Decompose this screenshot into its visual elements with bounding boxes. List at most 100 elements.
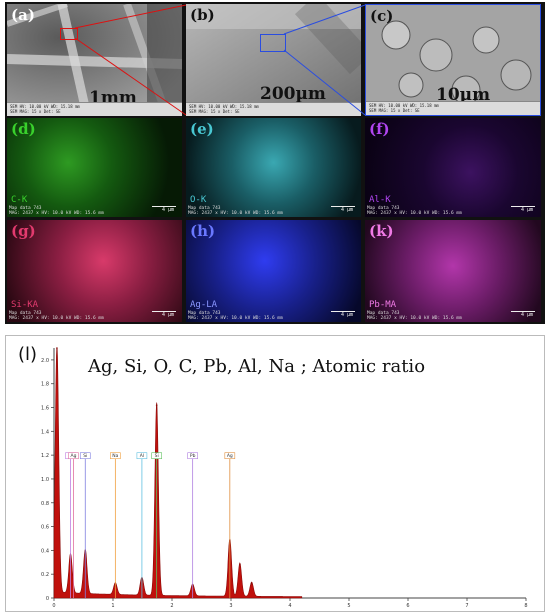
panel-f-element-tag: Al-K (369, 195, 391, 205)
micrograph-figure-grid: (a) 1mm SEM HV: 10.00 kV WD: 15.18 mm SE… (5, 2, 545, 324)
y-tick-label-7: 1.4 (41, 429, 49, 435)
x-tick-label-0: 0 (52, 603, 55, 609)
panel-g-footer-line2: MAG: 2437 x HV: 10.0 kV WD: 15.6 mm (9, 316, 104, 321)
panel-c-info-line2: SEM MAG: 15 x Det: SE (369, 108, 420, 113)
spectrum-title: Ag, Si, O, C, Pb, Al, Na ; Atomic ratio (88, 356, 426, 377)
panel-k-footer-line2: MAG: 2437 x HV: 10.0 kV WD: 15.6 mm (367, 316, 462, 321)
panel-b-sem-image: (b) 200µm SEM HV: 10.00 kV WD: 15.18 mm … (186, 4, 361, 116)
panel-k-map-lead: (k) Pb-MA Map data 743 MAG: 2437 x HV: 1… (365, 220, 541, 322)
panel-g-label: (g) (11, 222, 36, 240)
eds-spectrum-chart: 0 0.2 0.4 0.6 0.8 1.0 1.2 1.4 1.6 1.8 2.0 0 1 2 3 4 5 6 7 8… (41, 347, 528, 609)
panel-h-label: (h) (190, 222, 216, 240)
y-tick-label-9: 1.8 (41, 382, 49, 388)
panel-g-footer: Map data 743 MAG: 2437 x HV: 10.0 kV WD:… (9, 311, 104, 321)
y-tick-label-10: 2.0 (41, 358, 49, 364)
panel-e-label: (e) (190, 120, 214, 138)
marker-tag-ag-1: Ag (71, 453, 77, 459)
y-tick-label-8: 1.6 (41, 406, 49, 412)
y-tick-label-5: 1.0 (41, 477, 49, 483)
panel-g-scale: 4 µm (161, 312, 174, 318)
panel-f-footer: Map data 743 MAG: 2437 x HV: 10.0 kV WD:… (367, 206, 462, 216)
y-tick-label-3: 0.6 (41, 525, 49, 531)
panel-e-map-oxygen: (e) O-K Map data 743 MAG: 2437 x HV: 10.… (186, 118, 361, 217)
panel-f-label: (f) (369, 120, 390, 138)
y-tick-label-0: 0 (46, 596, 49, 602)
panel-k-label: (k) (369, 222, 394, 240)
marker-tag-ag-7: Ag (227, 453, 233, 459)
x-tick-label-1: 1 (111, 603, 114, 609)
panel-a-info-line2: SEM MAG: 15 x Det: SE (10, 109, 61, 114)
marker-tag-box-5 (151, 452, 162, 460)
zoom-box-b (260, 34, 286, 52)
x-tick-label-3: 3 (229, 603, 232, 609)
spectrum-peak-0 (56, 347, 58, 349)
x-tick-label-8: 8 (524, 603, 527, 609)
panel-e-footer: Map data 743 MAG: 2437 x HV: 10.0 kV WD:… (188, 206, 283, 216)
panel-e-scale: 4 µm (340, 207, 353, 213)
panel-f-scale: 4 µm (520, 207, 533, 213)
panel-d-footer: Map data 743 MAG: 2437 x HV: 10.0 kV WD:… (9, 206, 104, 216)
marker-tag-al-4: Al (140, 453, 144, 459)
panel-b-info-bar: SEM HV: 10.00 kV WD: 15.18 mm SEM MAG: 1… (186, 102, 361, 116)
x-tick-label-2: 2 (170, 603, 173, 609)
panel-b-info-line1: SEM HV: 10.00 kV WD: 15.18 mm (189, 104, 259, 109)
panel-g-map-silicon: (g) Si-KA Map data 743 MAG: 2437 x HV: 1… (7, 220, 182, 322)
panel-g-scale-bar (152, 311, 176, 312)
marker-tag-pb-6: Pb (190, 453, 196, 459)
panel-k-element-tag: Pb-MA (369, 300, 397, 310)
panel-h-element-tag: Ag-LA (190, 300, 218, 310)
panel-h-footer-line1: Map data 743 (188, 311, 221, 316)
panel-b-label: (b) (190, 6, 215, 24)
panel-d-scale: 4 µm (161, 207, 174, 213)
panel-d-map-carbon: (d) C-K Map data 743 MAG: 2437 x HV: 10.… (7, 118, 182, 217)
panel-g-footer-line1: Map data 743 (9, 311, 42, 316)
marker-tag-box-7 (224, 452, 236, 460)
panel-e-element-tag: O-K (190, 195, 207, 205)
y-tick-label-1: 0.2 (41, 572, 49, 578)
panel-c-info-bar: SEM HV: 10.00 kV WD: 15.18 mm SEM MAG: 1… (366, 101, 540, 115)
panel-k-scale: 4 µm (520, 312, 533, 318)
panel-k-scale-bar (511, 311, 535, 312)
panel-c-scale: 10µm (436, 85, 491, 105)
panel-f-map-aluminium: (f) Al-K Map data 743 MAG: 2437 x HV: 10… (365, 118, 541, 217)
marker-tag-si-2: Si (83, 453, 87, 459)
y-tick-label-2: 0.4 (41, 548, 49, 554)
panel-a-info-bar: SEM HV: 10.00 kV WD: 15.18 mm SEM MAG: 1… (7, 102, 182, 116)
panel-b-info-line2: SEM MAG: 15 x Det: SE (189, 109, 240, 114)
zoom-box-a (60, 28, 78, 40)
x-tick-label-6: 6 (406, 603, 409, 609)
panel-h-footer: Map data 743 MAG: 2437 x HV: 10.0 kV WD:… (188, 311, 283, 321)
panel-e-footer-line1: Map data 743 (188, 206, 221, 211)
x-tick-label-5: 5 (347, 603, 350, 609)
panel-b-scale: 200µm (260, 84, 326, 104)
panel-f-footer-line1: Map data 743 (367, 206, 400, 211)
panel-d-footer-line2: MAG: 2437 x HV: 10.0 kV WD: 15.6 mm (9, 211, 104, 216)
panel-h-map-silver: (h) Ag-LA Map data 743 MAG: 2437 x HV: 1… (186, 220, 361, 322)
panel-f-scale-bar (511, 206, 535, 207)
panel-e-scale-bar (331, 206, 355, 207)
panel-k-footer-line1: Map data 743 (367, 311, 400, 316)
panel-h-footer-line2: MAG: 2437 x HV: 10.0 kV WD: 15.6 mm (188, 316, 283, 321)
spectrum-peak-5 (155, 404, 158, 406)
marker-tag-na-3: Na (112, 453, 118, 459)
panel-a-sem-image: (a) 1mm SEM HV: 10.00 kV WD: 15.18 mm SE… (7, 4, 182, 116)
panel-l-label: (l) (18, 344, 38, 365)
panel-e-footer-line2: MAG: 2437 x HV: 10.0 kV WD: 15.6 mm (188, 211, 283, 216)
panel-c-label: (c) (370, 7, 394, 25)
spectrum-peak-8 (239, 563, 241, 566)
marker-tag-si-5: Si (155, 453, 159, 459)
panel-d-label: (d) (11, 120, 36, 138)
x-tick-label-4: 4 (288, 603, 291, 609)
panel-k-footer: Map data 743 MAG: 2437 x HV: 10.0 kV WD:… (367, 311, 462, 321)
panel-a-label: (a) (11, 6, 35, 24)
panel-d-scale-bar (152, 206, 176, 207)
y-tick-label-4: 0.8 (41, 501, 49, 507)
panel-d-element-tag: C-K (11, 195, 28, 205)
panel-d-footer-line1: Map data 743 (9, 206, 42, 211)
marker-tag-box-2 (79, 452, 91, 460)
spectrum-peak-9 (250, 582, 253, 585)
panel-h-scale: 4 µm (340, 312, 353, 318)
panel-c-info-line1: SEM HV: 10.00 kV WD: 15.18 mm (369, 103, 439, 108)
x-tick-label-7: 7 (465, 603, 468, 609)
spectrum-curve (53, 347, 303, 599)
